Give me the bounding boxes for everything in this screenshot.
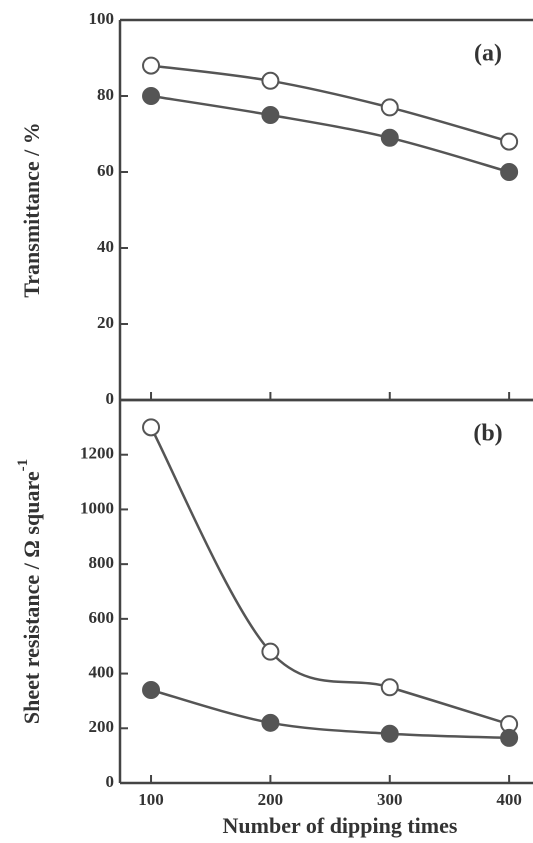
data-point: [261, 642, 280, 661]
data-point: [500, 163, 519, 181]
y-axis-label: Sheet resistance / Ω square-1: [15, 459, 44, 724]
x-tick-label: 400: [496, 790, 522, 809]
y-tick-label: 20: [97, 313, 114, 332]
data-point: [142, 680, 161, 699]
data-point: [142, 56, 161, 75]
y-tick-label: 1000: [80, 498, 114, 517]
data-point: [380, 128, 399, 147]
x-tick-label: 100: [138, 790, 164, 809]
data-point: [380, 98, 399, 117]
y-tick-label: 600: [89, 608, 115, 627]
series-line: [149, 426, 510, 726]
data-point: [500, 728, 519, 747]
data-point: [261, 713, 280, 732]
data-point: [500, 132, 519, 151]
y-tick-label: 60: [97, 161, 114, 180]
x-axis-label: Number of dipping times: [223, 813, 458, 838]
y-tick-label: 80: [97, 85, 114, 104]
y-tick-label: 800: [89, 553, 115, 572]
data-point: [380, 678, 399, 697]
panel-label: (a): [474, 41, 502, 67]
y-axis-label-text: Sheet resistance / Ω square: [19, 471, 44, 724]
series-line: [150, 64, 510, 143]
y-tick-label: 40: [97, 237, 114, 256]
y-tick-label: 1200: [80, 444, 114, 463]
data-point: [261, 71, 280, 90]
x-tick-label: 300: [377, 790, 403, 809]
y-tick-label: 400: [89, 662, 115, 681]
data-point: [142, 87, 161, 105]
data-point: [142, 418, 161, 437]
y-axis-label: Transmittance / %: [19, 122, 44, 298]
y-axis-label-superscript: -1: [15, 459, 31, 472]
y-tick-label: 0: [106, 772, 115, 791]
y-tick-label: 200: [89, 717, 115, 736]
y-tick-label: 0: [106, 389, 115, 408]
panel-label: (b): [473, 421, 502, 447]
y-axis-label-text: Transmittance / %: [19, 122, 44, 298]
series-line: [150, 688, 510, 740]
x-tick-label: 200: [258, 790, 284, 809]
data-point: [380, 724, 399, 743]
series-line: [150, 94, 510, 174]
y-tick-label: 100: [89, 9, 115, 28]
data-point: [261, 106, 280, 124]
